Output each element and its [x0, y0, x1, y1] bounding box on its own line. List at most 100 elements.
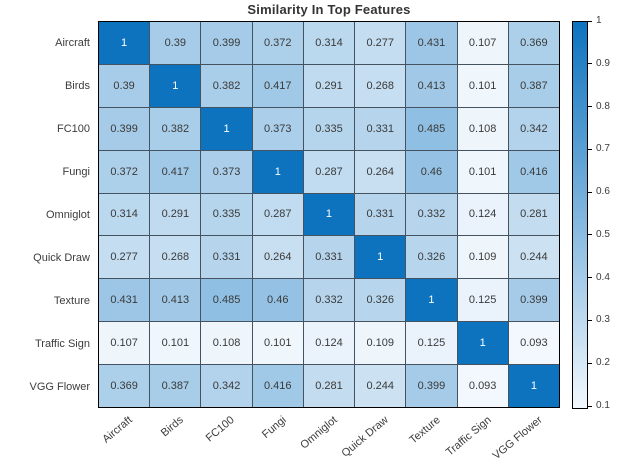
- heatmap-cell: 0.093: [457, 365, 508, 407]
- heatmap-cell: 0.331: [303, 236, 355, 279]
- heatmap-cell: 0.332: [406, 193, 457, 236]
- heatmap-cell: 0.399: [406, 365, 457, 407]
- colorbar-tick-label: 1: [596, 15, 602, 26]
- heatmap-cell: 0.287: [303, 150, 355, 193]
- heatmap-cell: 0.342: [508, 107, 559, 150]
- y-tick-label: Traffic Sign: [34, 337, 90, 350]
- heatmap-cell: 1: [303, 193, 355, 236]
- y-tick-label: Fungi: [62, 165, 90, 178]
- heatmap-cell: 0.124: [457, 193, 508, 236]
- heatmap-cell: 0.125: [457, 279, 508, 322]
- heatmap-cell: 1: [406, 279, 457, 322]
- heatmap-cell: 0.485: [406, 107, 457, 150]
- heatmap-cell: 0.291: [303, 64, 355, 107]
- heatmap-cell: 0.281: [303, 365, 355, 407]
- heatmap-cell: 0.109: [457, 236, 508, 279]
- heatmap-cell: 1: [355, 236, 406, 279]
- colorbar-tick-label: 0.7: [596, 143, 610, 155]
- chart-title: Similarity In Top Features: [247, 2, 411, 17]
- y-tick-label: Quick Draw: [33, 251, 90, 264]
- heatmap-cell: 0.326: [355, 279, 406, 322]
- heatmap-cell: 0.093: [508, 322, 559, 365]
- heatmap-cell: 0.291: [150, 193, 201, 236]
- heatmap-cell: 0.372: [252, 22, 303, 64]
- heatmap-cell: 1: [508, 365, 559, 407]
- heatmap-cell: 0.342: [201, 365, 252, 407]
- heatmap-cell: 0.416: [508, 150, 559, 193]
- heatmap-cell: 0.124: [303, 322, 355, 365]
- colorbar-tick-label: 0.3: [596, 314, 610, 326]
- heatmap-cell: 0.399: [99, 107, 150, 150]
- heatmap-cell: 0.125: [406, 322, 457, 365]
- colorbar-tick-mark: [588, 319, 592, 321]
- heatmap-cell: 0.244: [355, 365, 406, 407]
- colorbar-tick-mark: [588, 234, 592, 236]
- heatmap-cell: 0.108: [201, 322, 252, 365]
- colorbar-tick-label: 0.2: [596, 357, 610, 369]
- colorbar-tick-mark: [588, 277, 592, 279]
- heatmap-cell: 0.101: [457, 150, 508, 193]
- heatmap-cell: 1: [457, 322, 508, 365]
- heatmap-cell: 0.101: [252, 322, 303, 365]
- heatmap-cell: 1: [201, 107, 252, 150]
- heatmap-cell: 0.107: [457, 22, 508, 64]
- heatmap-cell: 0.399: [508, 279, 559, 322]
- heatmap-cell: 0.268: [355, 64, 406, 107]
- colorbar-tick-mark: [588, 191, 592, 193]
- heatmap-cell: 0.331: [355, 193, 406, 236]
- heatmap-cell: 0.281: [508, 193, 559, 236]
- colorbar-tick-label: 0.1: [596, 400, 610, 411]
- heatmap-cell: 0.382: [201, 64, 252, 107]
- heatmap-cell: 0.417: [150, 150, 201, 193]
- heatmap-cell: 0.244: [508, 236, 559, 279]
- heatmap-cell: 0.373: [201, 150, 252, 193]
- heatmap-cell: 0.331: [201, 236, 252, 279]
- heatmap-cell: 0.387: [150, 365, 201, 407]
- heatmap-cell: 0.107: [99, 322, 150, 365]
- colorbar-tick-label: 0.9: [596, 57, 610, 69]
- heatmap-cell: 0.372: [99, 150, 150, 193]
- colorbar-tick-label: 0.6: [596, 186, 610, 198]
- heatmap-cell: 0.332: [303, 279, 355, 322]
- colorbar-tick-label: 0.8: [596, 100, 610, 112]
- heatmap-grid: 1 0.39 0.399 0.372 0.314 0.277 0.431 0.107 0.369…: [98, 21, 560, 408]
- heatmap-cell: 0.264: [355, 150, 406, 193]
- y-tick-label: Omniglot: [45, 208, 90, 221]
- heatmap-cell: 0.108: [457, 107, 508, 150]
- colorbar-tick-mark: [588, 63, 592, 65]
- colorbar-tick-label: 0.4: [596, 271, 610, 283]
- colorbar-tick-label: 0.5: [596, 228, 610, 240]
- y-tick-label: Birds: [64, 79, 90, 92]
- colorbar-tick-mark: [588, 106, 592, 108]
- heatmap-cell: 0.109: [355, 322, 406, 365]
- colorbar-tick-mark: [588, 20, 592, 22]
- heatmap-cell: 0.46: [252, 279, 303, 322]
- y-tick-label: Aircraft: [55, 36, 90, 49]
- colorbar-tick-mark: [588, 148, 592, 150]
- heatmap-cell: 0.413: [406, 64, 457, 107]
- y-axis-labels: Aircraft Birds FC100 Fungi Omniglot Quick Dra…: [0, 21, 90, 408]
- heatmap-cell: 1: [150, 64, 201, 107]
- heatmap-cell: 0.485: [201, 279, 252, 322]
- heatmap-cell: 0.101: [457, 64, 508, 107]
- heatmap-cell: 0.373: [252, 107, 303, 150]
- y-tick-label: VGG Flower: [29, 380, 90, 393]
- heatmap-cell: 0.369: [99, 365, 150, 407]
- heatmap-cell: 0.277: [99, 236, 150, 279]
- heatmap-cell: 0.39: [150, 22, 201, 64]
- heatmap-cell: 0.399: [201, 22, 252, 64]
- heatmap-cell: 0.387: [508, 64, 559, 107]
- heatmap-cell: 0.101: [150, 322, 201, 365]
- heatmap-cell: 0.314: [99, 193, 150, 236]
- heatmap-cell: 0.335: [303, 107, 355, 150]
- y-tick-label: FC100: [56, 122, 90, 135]
- heatmap-cell: 0.413: [150, 279, 201, 322]
- colorbar-tick-mark: [588, 362, 592, 364]
- heatmap-cell: 0.382: [150, 107, 201, 150]
- heatmap-cell: 0.431: [406, 22, 457, 64]
- heatmap-cell: 0.369: [508, 22, 559, 64]
- heatmap-cell: 0.277: [355, 22, 406, 64]
- y-tick-label: Texture: [53, 294, 90, 307]
- colorbar-tick-mark: [588, 405, 592, 407]
